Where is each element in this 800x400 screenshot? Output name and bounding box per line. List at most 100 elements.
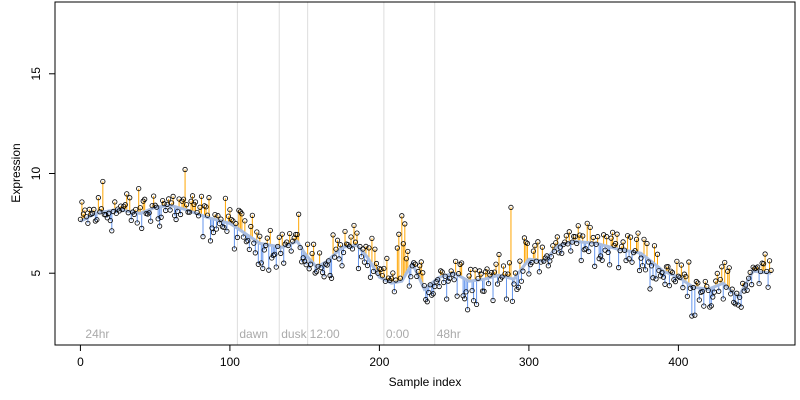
data-point <box>97 209 103 215</box>
data-point <box>629 259 635 265</box>
annotation-label: 12:00 <box>310 327 340 341</box>
data-point <box>139 225 145 231</box>
x-tick-label: 100 <box>220 355 240 369</box>
data-point <box>85 220 91 226</box>
data-point <box>408 274 414 280</box>
data-point <box>242 218 248 224</box>
data-point <box>77 216 84 222</box>
data-point <box>339 263 345 269</box>
data-point <box>620 239 626 245</box>
annotation-labels: 24hr dawn dusk 12:00 0:00 48hr <box>85 327 460 341</box>
data-point <box>133 206 139 213</box>
data-point <box>161 201 167 207</box>
data-point <box>749 282 755 288</box>
annotation-label: 0:00 <box>386 327 410 341</box>
data-point <box>116 208 122 214</box>
data-point <box>186 209 193 215</box>
data-point <box>687 285 693 291</box>
data-point <box>399 213 405 219</box>
data-point <box>575 223 581 229</box>
data-point <box>677 274 683 281</box>
data-point <box>263 242 269 248</box>
data-point <box>448 268 454 274</box>
data-point <box>325 258 332 264</box>
x-tick-label: 400 <box>668 355 688 369</box>
data-point <box>692 312 698 318</box>
data-point <box>279 231 285 237</box>
data-point <box>762 251 768 257</box>
annotation-lines <box>236 2 436 345</box>
data-point <box>566 229 572 235</box>
data-point <box>98 206 104 212</box>
data-point <box>645 259 652 265</box>
data-point <box>713 278 719 284</box>
data-point <box>720 296 726 302</box>
data-point <box>255 261 261 267</box>
data-point <box>766 258 773 264</box>
data-point <box>349 246 356 252</box>
data-point <box>456 271 462 277</box>
y-tick-label: 15 <box>29 67 43 81</box>
data-point <box>690 284 696 291</box>
data-point <box>397 275 403 281</box>
data-point <box>680 285 686 291</box>
data-point <box>254 229 260 235</box>
data-point <box>393 277 399 283</box>
data-point <box>257 233 263 239</box>
data-point <box>137 205 143 211</box>
data-point <box>494 281 501 287</box>
data-point <box>128 217 134 223</box>
data-point <box>460 293 466 299</box>
data-point <box>258 260 264 266</box>
data-point <box>506 260 513 266</box>
data-point <box>563 233 569 239</box>
data-point <box>348 234 354 240</box>
data-point <box>493 261 499 267</box>
data-point <box>702 278 708 285</box>
data-point <box>288 248 294 254</box>
data-point <box>539 244 545 250</box>
data-point <box>734 290 740 296</box>
data-point <box>511 281 517 287</box>
data-point <box>669 269 676 276</box>
data-point <box>650 275 656 281</box>
data-point <box>755 264 761 270</box>
data-point <box>373 260 380 267</box>
data-point <box>243 239 249 245</box>
data-point <box>470 298 477 304</box>
data-point <box>636 267 643 274</box>
data-point <box>233 220 239 227</box>
data-point <box>578 257 584 264</box>
data-point <box>278 250 284 256</box>
data-point <box>466 273 472 279</box>
data-point <box>269 255 275 261</box>
data-point <box>272 251 278 257</box>
data-point <box>426 289 432 296</box>
data-point <box>207 238 214 244</box>
data-point <box>200 234 206 240</box>
data-point <box>457 261 463 267</box>
data-point <box>438 268 444 274</box>
data-point <box>584 220 590 226</box>
data-point <box>363 243 369 250</box>
data-point <box>420 270 426 276</box>
data-point <box>166 196 172 202</box>
data-point <box>146 210 152 216</box>
data-point <box>595 234 601 240</box>
data-point <box>530 248 536 254</box>
data-point <box>355 265 362 272</box>
data-point <box>459 260 465 266</box>
data-point <box>285 242 291 249</box>
data-point <box>239 211 245 217</box>
data-point <box>227 207 233 213</box>
data-point <box>732 301 738 307</box>
data-point <box>626 256 632 262</box>
data-point <box>465 307 471 313</box>
data-point <box>246 246 252 253</box>
data-point <box>684 293 690 299</box>
data-point <box>551 248 557 254</box>
data-point <box>198 193 205 199</box>
data-point <box>699 288 705 295</box>
data-point <box>761 261 767 267</box>
